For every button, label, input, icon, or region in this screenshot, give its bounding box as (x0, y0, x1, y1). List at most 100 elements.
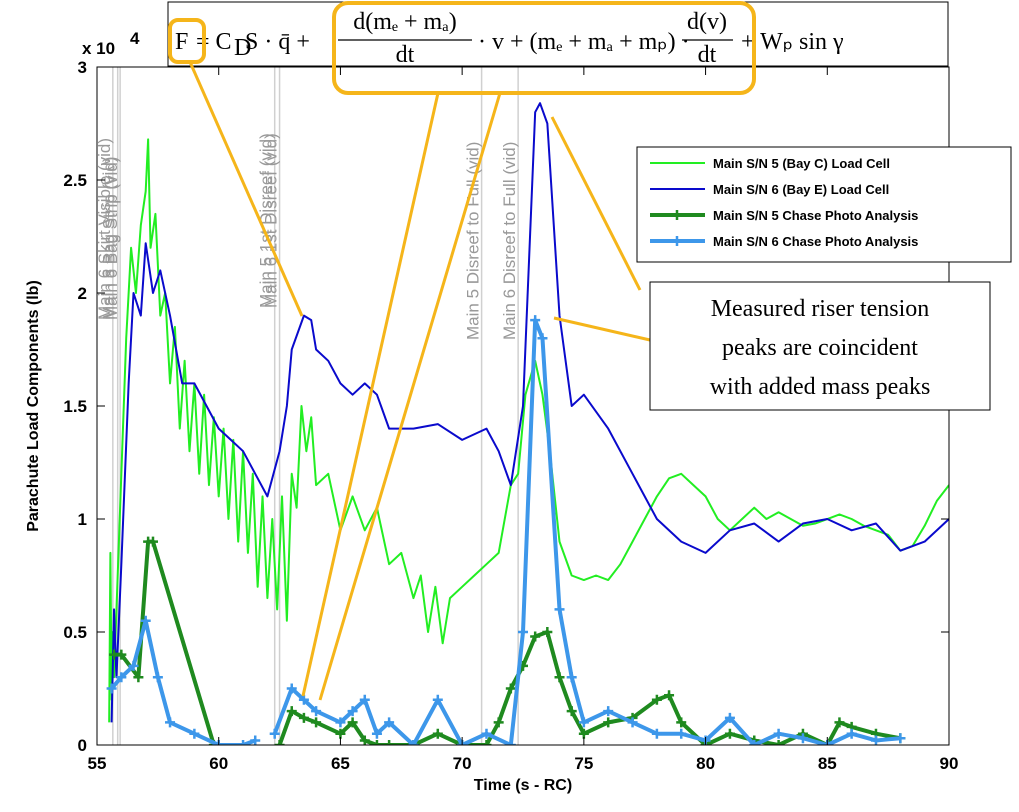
y-tick-label: 1.5 (63, 397, 87, 416)
marker (165, 717, 176, 728)
marker (133, 672, 144, 683)
callout-line (318, 92, 502, 701)
equation-numerator: d(v) (687, 9, 727, 35)
marker (371, 740, 382, 745)
marker (834, 717, 845, 728)
marker (895, 733, 906, 744)
marker (578, 717, 589, 728)
marker (651, 728, 662, 739)
event-label: Main 6 Bag Strip (vid) (102, 157, 121, 320)
callout-line (553, 316, 651, 342)
marker (106, 683, 117, 694)
marker (152, 672, 163, 683)
marker (797, 733, 808, 744)
marker (274, 740, 285, 745)
plot-area: Main 6 Skirt Visible (vid)Main 5 Bag Str… (95, 67, 949, 745)
event-label: Main 5 Bag Strip (vid) (100, 157, 119, 320)
marker (408, 740, 419, 745)
marker (384, 717, 395, 728)
equation-denominator: dt (396, 42, 415, 68)
callout-line (550, 116, 642, 291)
marker (505, 740, 516, 745)
marker (676, 717, 687, 728)
marker (311, 706, 322, 717)
marker (140, 615, 151, 626)
marker (286, 706, 297, 717)
marker (846, 728, 857, 739)
marker (335, 717, 346, 728)
event-label: Main 6 1st Disreef (vid) (262, 133, 281, 308)
marker (311, 717, 322, 728)
marker (371, 728, 382, 739)
marker (537, 333, 548, 344)
marker (481, 728, 492, 739)
series-line (108, 138, 949, 723)
equation-term: F (175, 29, 188, 55)
equation-term: + Wₚ sin γ (741, 29, 844, 55)
x-tick-label: 65 (331, 754, 350, 773)
marker (603, 717, 614, 728)
marker (530, 315, 541, 326)
marker (724, 728, 735, 739)
axes: 55 60 65 70 75 80 85 90 0 0.5 1 1.5 2 2.5 3 (63, 58, 958, 773)
y-tick-label: 0 (78, 736, 87, 755)
x-tick-label: 85 (818, 754, 837, 773)
event-label: Main 6 Skirt Visible (vid) (95, 138, 114, 320)
x-tick-label: 75 (574, 754, 593, 773)
x-tick-label: 55 (88, 754, 107, 773)
marker (566, 672, 577, 683)
highlight-box (332, 1, 756, 95)
y-tick-label: 3 (78, 58, 87, 77)
x-tick-label: 70 (453, 754, 472, 773)
legend-label: Main S/N 5 (Bay C) Load Cell (713, 156, 890, 171)
marker (116, 649, 127, 660)
equation-numerator: d(mₑ + mₐ) (353, 9, 457, 35)
y-tick-label: 0.5 (63, 623, 87, 642)
series-line (110, 102, 949, 723)
legend-marker (672, 210, 682, 220)
y-multiplier: x 10 (82, 39, 115, 58)
annotation-line: with added mass peaks (710, 374, 931, 400)
marker (269, 728, 280, 739)
annotation-line: peaks are coincident (722, 335, 918, 361)
marker (676, 728, 687, 739)
equation-term: S · q̄ + (245, 29, 310, 55)
event-label: Main 5 1st Disreef (vid) (257, 133, 276, 308)
marker (481, 740, 492, 745)
marker (518, 627, 528, 637)
event-label: Main 6 Disreef to Full (vid) (500, 142, 519, 340)
marker (773, 740, 784, 745)
marker (603, 706, 614, 717)
marker (128, 660, 139, 671)
marker (432, 694, 443, 705)
equation-denominator: dt (698, 42, 717, 68)
x-tick-label: 90 (940, 754, 959, 773)
marker (651, 694, 662, 705)
marker (664, 690, 675, 701)
legend-marker (672, 236, 682, 246)
marker (870, 735, 881, 745)
marker (298, 694, 309, 705)
marker (286, 683, 297, 694)
marker (724, 712, 735, 723)
marker (238, 740, 249, 745)
highlight-box (168, 18, 206, 64)
marker (530, 631, 541, 642)
annotation-line: Measured riser tension (711, 296, 930, 322)
x-tick-label: 80 (696, 754, 715, 773)
marker (359, 735, 370, 745)
y-tick-label: 2 (78, 284, 87, 303)
marker (384, 740, 395, 745)
marker (432, 728, 443, 739)
annotation-box (649, 281, 991, 411)
marker (505, 683, 516, 694)
y-axis-label: Parachute Load Components (lb) (25, 280, 42, 532)
legend-label: Main S/N 5 Chase Photo Analysis (713, 208, 918, 223)
marker (189, 728, 200, 739)
marker (147, 536, 158, 547)
y-tick-label: 2.5 (63, 171, 87, 190)
marker (347, 717, 358, 728)
equation-term: = C (196, 29, 232, 55)
